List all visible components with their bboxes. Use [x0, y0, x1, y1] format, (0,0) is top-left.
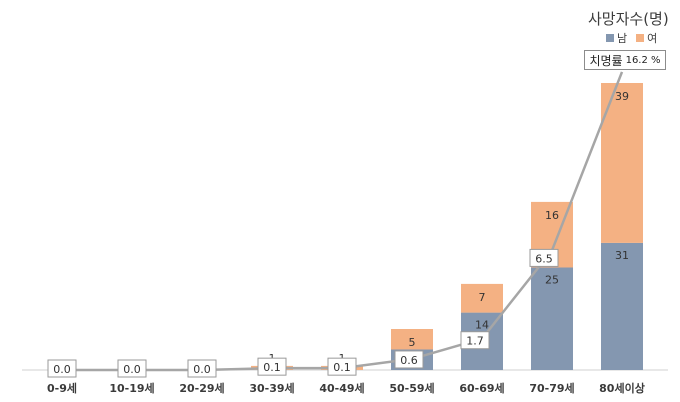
bar-male-7	[531, 267, 573, 370]
rate-label-box-7	[529, 248, 559, 267]
x-tick-label-0: 0-9세	[47, 381, 77, 395]
legend-label-male: 남	[617, 32, 628, 45]
rate-label-box-6	[460, 331, 490, 350]
rate-label-6: 1.7	[466, 335, 484, 348]
bar-male-8	[601, 242, 643, 370]
legend: 남 여	[606, 30, 657, 46]
rate-label-4: 0.1	[333, 361, 351, 374]
rate-label-box-1	[117, 359, 147, 378]
legend-label-female: 여	[647, 32, 658, 45]
x-tick-label-5: 50-59세	[389, 381, 434, 395]
rate-label-box-4	[327, 357, 357, 376]
bar-female-6	[461, 283, 503, 313]
x-tick-label-4: 40-49세	[319, 381, 364, 395]
x-tick-label-1: 10-19세	[109, 381, 154, 395]
rate-label-7: 6.5	[535, 252, 553, 265]
x-tick-label-3: 30-39세	[249, 381, 294, 395]
rate-label-3: 0.1	[263, 361, 281, 374]
rate-label-0: 0.0	[53, 363, 71, 376]
data-label-female-7: 16	[545, 209, 559, 222]
data-label-female-5: 5	[409, 336, 416, 349]
x-tick-label-6: 60-69세	[459, 381, 504, 395]
legend-title: 사망자수(명)	[588, 10, 669, 28]
rate-label-1: 0.0	[123, 363, 141, 376]
data-label-female-6: 7	[479, 291, 486, 304]
rate-label-box-0	[47, 359, 77, 378]
rate-label-5: 0.6	[400, 354, 418, 367]
data-label-male-8: 31	[615, 249, 629, 262]
fatality-rate-callout: 치명률 16.2 %	[584, 50, 666, 70]
rate-label-2: 0.0	[193, 363, 211, 376]
rate-label-box-5	[394, 350, 424, 369]
legend-swatch-female	[636, 34, 645, 42]
fatality-rate-label: 치명률	[589, 53, 623, 68]
rate-label-box-3	[257, 357, 287, 376]
rate-label-box-2	[187, 359, 217, 378]
data-label-female-8: 39	[615, 90, 629, 103]
bar-female-5	[391, 329, 433, 350]
data-label-male-7: 25	[545, 274, 559, 287]
data-label-male-6: 14	[475, 319, 489, 332]
fatality-rate-value: 16.2 %	[625, 54, 661, 66]
x-tick-label-8: 80세이상	[599, 381, 645, 395]
x-tick-label-2: 20-29세	[179, 381, 224, 395]
x-tick-label-7: 70-79세	[529, 381, 574, 395]
legend-swatch-male	[606, 34, 614, 42]
